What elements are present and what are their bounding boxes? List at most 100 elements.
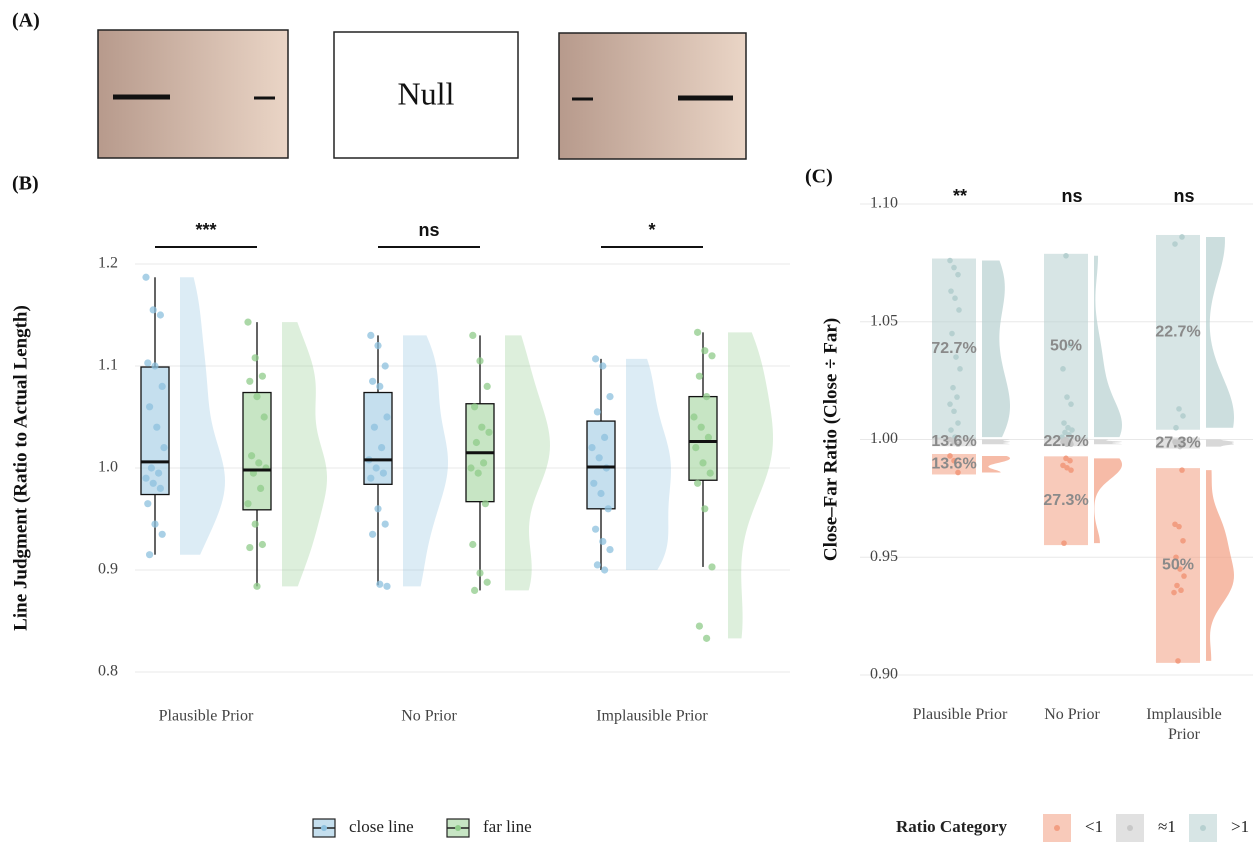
data-point	[484, 579, 491, 586]
data-point	[588, 444, 595, 451]
y-tick-label: 1.05	[870, 312, 898, 329]
box	[243, 393, 271, 510]
data-point	[696, 373, 703, 380]
percent-label: 27.3%	[1043, 492, 1088, 509]
data-point	[590, 480, 597, 487]
violin	[982, 261, 1010, 438]
data-point	[1171, 590, 1177, 596]
data-point	[160, 444, 167, 451]
panel-label: (B)	[12, 173, 39, 195]
data-point	[469, 332, 476, 339]
data-point	[376, 383, 383, 390]
data-point	[1068, 401, 1074, 407]
y-axis-title: Line Judgment (Ratio to Actual Length)	[10, 305, 31, 631]
percent-label: 13.6%	[931, 433, 976, 450]
data-point	[376, 581, 383, 588]
data-point	[244, 500, 251, 507]
data-point	[1176, 406, 1182, 412]
data-point	[244, 319, 251, 326]
data-point	[1060, 366, 1066, 372]
y-tick-label: 1.0	[98, 459, 118, 476]
data-point	[1063, 253, 1069, 259]
data-point	[144, 500, 151, 507]
violin	[1206, 237, 1234, 428]
data-point	[257, 485, 264, 492]
data-point	[1172, 241, 1178, 247]
panel-label: (A)	[12, 10, 40, 32]
data-point	[605, 505, 612, 512]
violin	[403, 335, 448, 586]
data-point	[155, 470, 162, 477]
x-tick-label-box: Implausible Prior	[1129, 705, 1239, 755]
data-point	[1067, 458, 1073, 464]
y-tick-label: 1.1	[98, 357, 118, 374]
significance-label: **	[953, 186, 967, 206]
data-point	[480, 459, 487, 466]
data-point	[708, 352, 715, 359]
violin	[1094, 458, 1122, 543]
data-point	[1175, 658, 1181, 664]
violin	[282, 322, 327, 586]
legend-key-point	[1200, 825, 1206, 831]
data-point	[253, 393, 260, 400]
data-point	[592, 526, 599, 533]
legend-label: >1	[1231, 817, 1249, 836]
data-point	[694, 329, 701, 336]
data-point	[146, 551, 153, 558]
data-point	[369, 531, 376, 538]
violin	[728, 332, 773, 638]
data-point	[374, 505, 381, 512]
legend-key-point	[1054, 825, 1060, 831]
y-axis-title: Close–Far Ratio (Close ÷ Far)	[820, 318, 841, 561]
data-point	[690, 413, 697, 420]
data-point	[253, 583, 260, 590]
data-point	[382, 362, 389, 369]
data-point	[476, 357, 483, 364]
data-point	[956, 307, 962, 313]
null-label: Null	[398, 75, 455, 111]
data-point	[485, 429, 492, 436]
data-point	[1178, 587, 1184, 593]
data-point	[467, 464, 474, 471]
violin	[1094, 440, 1122, 445]
x-tick-label-box: Plausible Prior	[905, 705, 1015, 755]
data-point	[378, 444, 385, 451]
data-point	[159, 383, 166, 390]
data-point	[599, 362, 606, 369]
data-point	[951, 265, 957, 271]
percent-label: 22.7%	[1043, 433, 1088, 450]
stimulus-plausible	[98, 30, 288, 158]
data-point	[150, 480, 157, 487]
data-point	[606, 393, 613, 400]
data-point	[1181, 573, 1187, 579]
data-point	[703, 635, 710, 642]
significance-label: ns	[1061, 186, 1082, 206]
data-point	[954, 394, 960, 400]
significance-label: *	[648, 220, 655, 240]
legend-label: <1	[1085, 817, 1103, 836]
data-point	[471, 587, 478, 594]
data-point	[473, 439, 480, 446]
data-point	[482, 500, 489, 507]
data-point	[949, 331, 955, 337]
percent-label: 13.6%	[931, 455, 976, 472]
y-tick-label: 1.10	[870, 195, 898, 212]
data-point	[373, 464, 380, 471]
data-point	[947, 401, 953, 407]
data-point	[383, 413, 390, 420]
x-tick-label: No Prior	[1017, 705, 1127, 725]
legend-label: close line	[349, 817, 414, 836]
violin	[505, 335, 550, 590]
data-point	[1061, 420, 1067, 426]
violin	[1206, 470, 1234, 661]
data-point	[380, 470, 387, 477]
data-point	[948, 427, 954, 433]
data-point	[476, 569, 483, 576]
data-point	[261, 413, 268, 420]
data-point	[255, 459, 262, 466]
y-tick-label: 1.2	[98, 255, 118, 272]
data-point	[701, 505, 708, 512]
data-point	[374, 342, 381, 349]
x-tick-label: No Prior	[401, 708, 457, 725]
legend-label: ≈1	[1158, 817, 1176, 836]
